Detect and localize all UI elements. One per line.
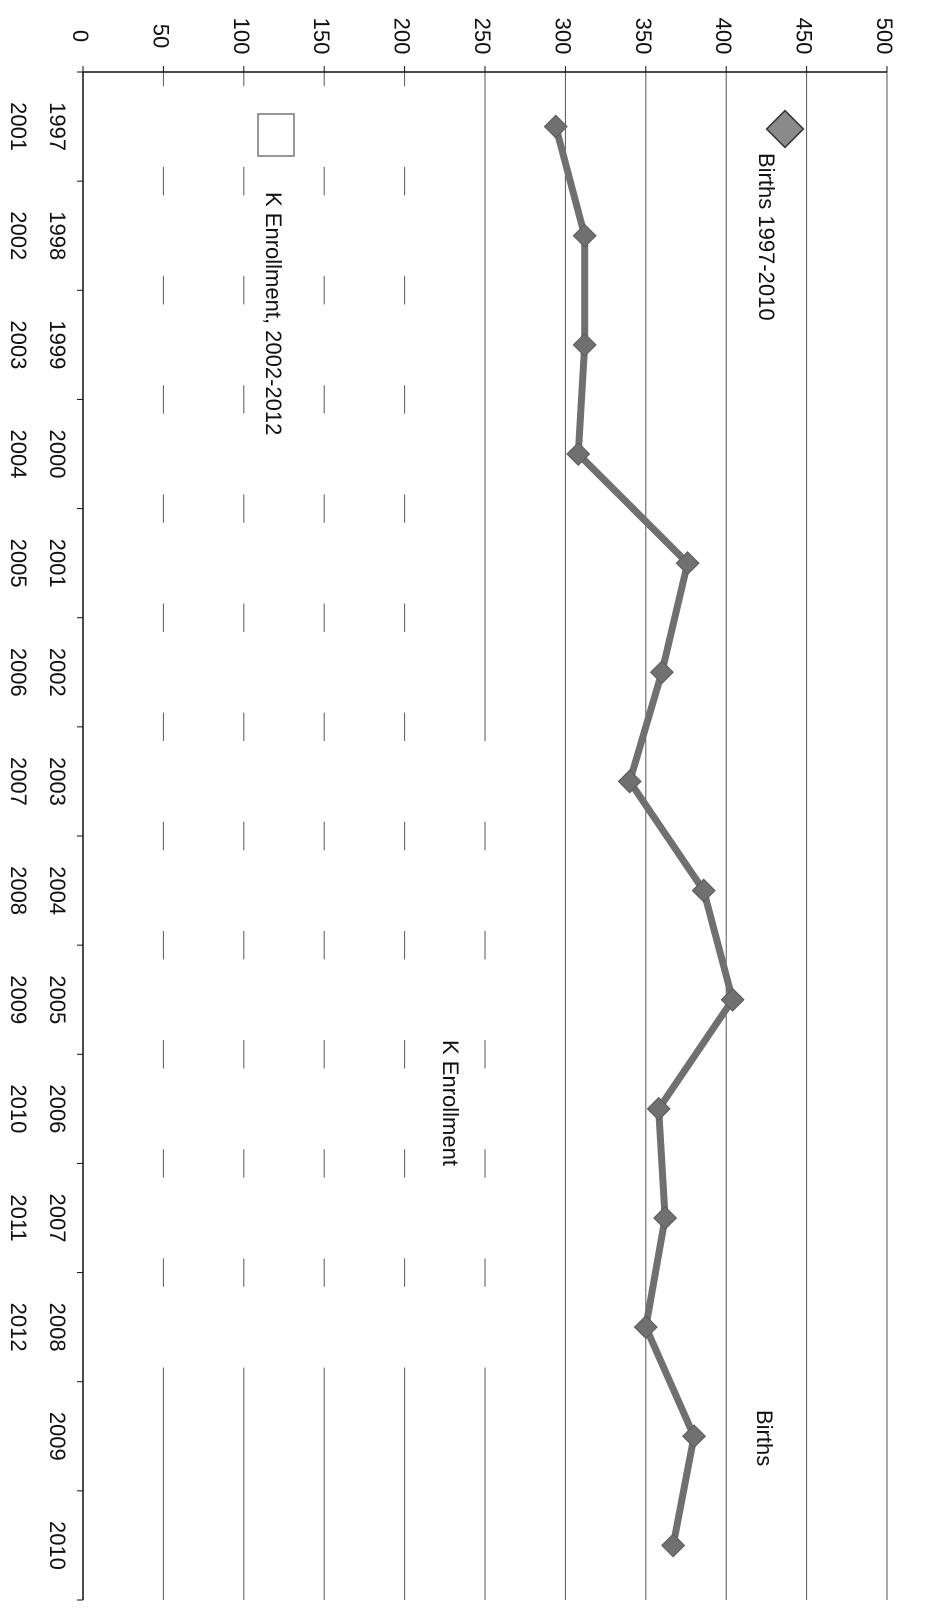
category-label: 2002: [45, 648, 70, 697]
value-tick-label: 200: [390, 18, 415, 55]
secondary-category-label: 2001: [6, 102, 31, 151]
legend-marker-births: [765, 109, 805, 149]
category-label: 2010: [45, 1521, 70, 1570]
value-tick-label: 100: [229, 18, 254, 55]
secondary-category-label: 2006: [6, 648, 31, 697]
value-axis-ticks: 0 50 100 150 200 250 300 350 400 450 500: [68, 18, 897, 55]
births-marker: [675, 551, 700, 576]
category-label: 2006: [45, 1084, 70, 1133]
value-tick-label: 0: [68, 30, 93, 42]
births-marker: [649, 660, 674, 685]
births-marker: [691, 878, 716, 903]
secondary-category-label: 2012: [6, 1303, 31, 1352]
category-label: 1998: [45, 211, 70, 260]
category-label: 1999: [45, 320, 70, 369]
k-enrollment-bar: [84, 413, 406, 495]
value-tick-label: 50: [148, 24, 173, 48]
value-tick-label: 150: [309, 18, 334, 55]
births-marker: [646, 1096, 671, 1121]
secondary-category-label: 2007: [6, 757, 31, 806]
k-enrollment-bar: [84, 959, 486, 1041]
secondary-category-label: 2010: [6, 1084, 31, 1133]
k-enrollment-bar: [84, 631, 406, 713]
births-marker: [682, 1424, 707, 1449]
secondary-category-label: 2009: [6, 975, 31, 1024]
k-enrollment-bar: [84, 1068, 486, 1150]
category-label: 2003: [45, 757, 70, 806]
year-axis-ticks: 1997 1998 1999 2000 2001 2002 2003 2004 2005 2006…: [6, 102, 70, 1570]
category-label: 2001: [45, 539, 70, 588]
k-enrollment-bar: [84, 1286, 486, 1368]
value-tick-label: 500: [872, 18, 897, 55]
k-enrollment-bar: [84, 1177, 486, 1259]
births-marker: [633, 1315, 658, 1340]
births-marker: [543, 114, 568, 139]
value-tick-label: 350: [631, 18, 656, 55]
k-enrollment-bar: [84, 304, 406, 386]
annotation-births: Births: [752, 1410, 777, 1466]
births-marker: [720, 987, 745, 1012]
secondary-category-label: 2004: [6, 430, 31, 479]
legend-label-births: Births 1997-2010: [754, 153, 779, 321]
births-marker: [566, 441, 591, 467]
value-tick-label: 300: [550, 18, 575, 55]
value-tick-label: 250: [470, 18, 495, 55]
secondary-category-label: 2011: [6, 1194, 31, 1241]
births-line: [552, 125, 737, 1547]
legend: Births 1997-2010 K Enrollment, 2002-2012: [257, 109, 805, 435]
births-marker: [653, 1205, 678, 1231]
category-label: 2009: [45, 1412, 70, 1461]
category-label: 2005: [45, 975, 70, 1024]
category-label: 2000: [45, 430, 70, 479]
legend-marker-k-enrollment: [257, 113, 295, 157]
value-tick-label: 450: [792, 18, 817, 55]
k-enrollment-bar: [84, 522, 406, 604]
category-label: 2004: [45, 866, 70, 915]
series-layer: [84, 86, 745, 1558]
legend-label-k-enrollment: K Enrollment, 2002-2012: [261, 192, 286, 435]
annotation-k-enrollment: K Enrollment: [438, 1040, 463, 1166]
births-marker: [572, 223, 597, 248]
value-tick-label: 400: [711, 18, 736, 55]
secondary-category-label: 2008: [6, 866, 31, 915]
k-enrollment-bar: [84, 86, 406, 167]
k-enrollment-bar: [84, 741, 486, 822]
category-label: 1997: [45, 102, 70, 151]
births-marker: [572, 332, 597, 357]
secondary-category-label: 2003: [6, 320, 31, 369]
births-marker: [661, 1533, 686, 1558]
category-label: 2007: [45, 1194, 70, 1243]
births-marker: [617, 769, 642, 794]
k-enrollment-bar: [84, 850, 486, 931]
secondary-category-label: 2005: [6, 539, 31, 588]
category-label: 2008: [45, 1303, 70, 1352]
secondary-category-label: 2002: [6, 211, 31, 260]
k-enrollment-bar: [84, 195, 406, 277]
